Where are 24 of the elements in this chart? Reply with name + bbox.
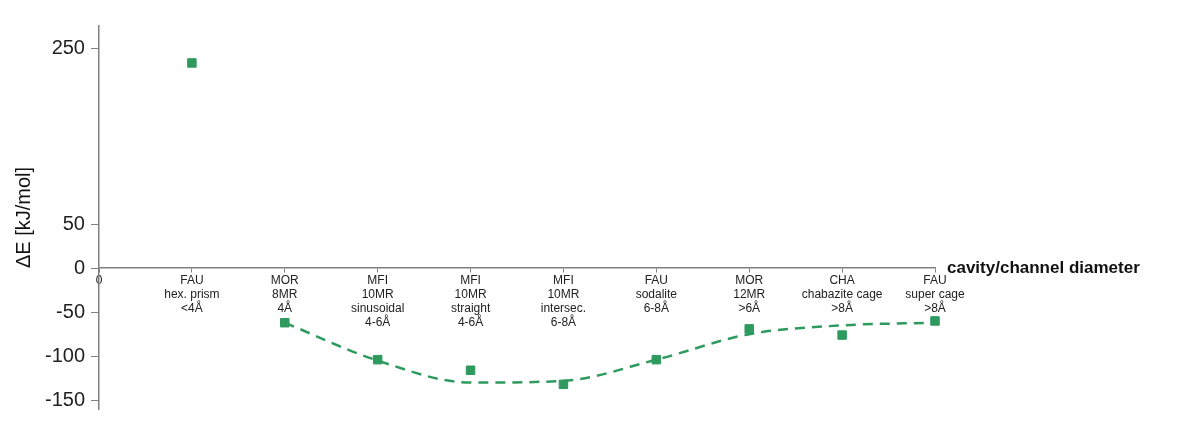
point [280, 317, 290, 328]
y-axis-title: ΔE [kJ/mol] [11, 166, 34, 269]
x-tick-label: MFI 10MR intersec. 6-8Å [540, 273, 587, 329]
point [837, 330, 847, 340]
x-tick-label: MFI 10MR straight 4-6Å [450, 273, 491, 329]
y-tick-label: 250 [51, 35, 85, 58]
x-tick-label: MOR 8MR 4Å [270, 273, 300, 315]
x-tick-label: MOR 12MR >6Å [733, 273, 766, 315]
x-tick-label: FAU sodalite 6-8Å [635, 273, 678, 315]
point [187, 58, 197, 68]
y-tick-label: 0 [73, 255, 85, 278]
point [465, 365, 476, 375]
x-tick-label: CHA chabazite cage >8Å [801, 273, 883, 315]
x-tick-label: FAU hex. prism <4Å [164, 273, 220, 315]
x-tick-label: MFI 10MR sinusoidal 4-6Å [350, 273, 405, 329]
y-tick-label: 50 [62, 211, 85, 234]
point [930, 316, 940, 326]
y-tick-label: -100 [44, 343, 85, 366]
y-tick-label: -50 [56, 299, 85, 322]
point [372, 354, 383, 365]
point [744, 324, 754, 334]
point [558, 379, 569, 390]
point [651, 354, 662, 365]
y-tick-label: -150 [44, 387, 85, 410]
